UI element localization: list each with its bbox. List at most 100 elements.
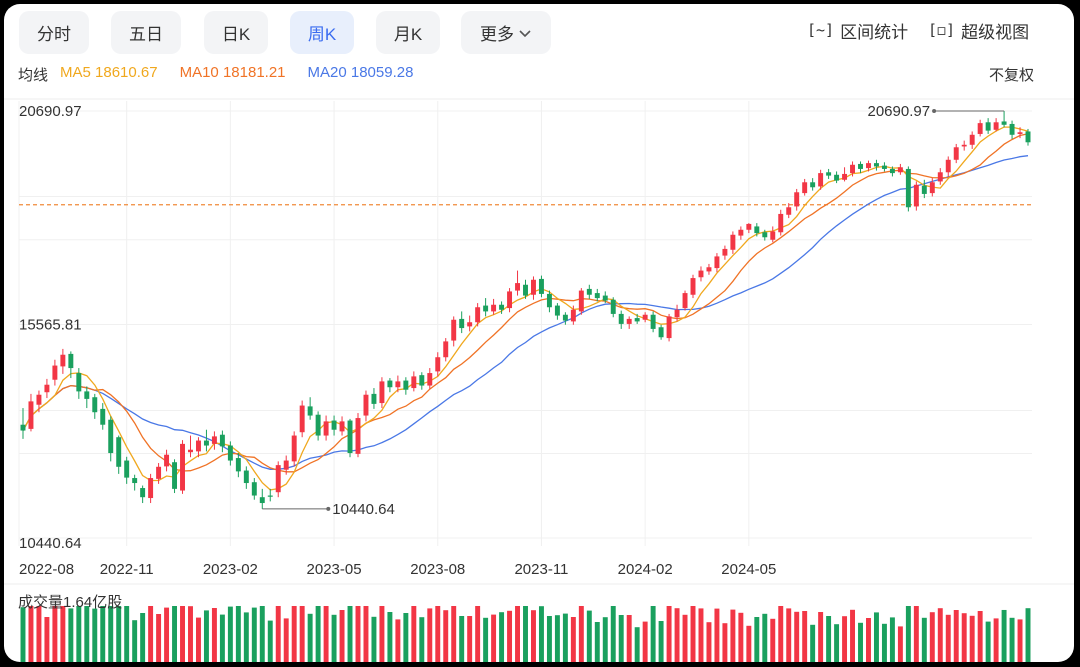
candle-body	[92, 397, 98, 413]
candle-body	[961, 144, 967, 147]
ma5-value: MA5 18610.67	[60, 64, 158, 81]
volume-bar	[698, 608, 704, 662]
candle-body	[1017, 132, 1023, 134]
volume-bar	[180, 606, 185, 662]
interval-stats-button[interactable]: [~] 区间统计	[807, 18, 908, 42]
candle-body	[802, 182, 808, 194]
candle-body	[76, 373, 82, 392]
candle-body	[921, 185, 927, 194]
candle-body	[873, 163, 879, 167]
candle-body	[227, 445, 233, 461]
x-tick-label: 2024-05	[721, 561, 776, 578]
volume-bar	[507, 610, 513, 662]
candle-body	[411, 376, 417, 389]
high-annotation-dot	[932, 109, 937, 113]
super-view-button[interactable]: [◻] 超级视图	[928, 18, 1029, 42]
tab-more[interactable]: 更多	[461, 11, 551, 54]
volume-bar	[1009, 617, 1015, 662]
candle-body	[953, 147, 959, 160]
candle-body	[52, 365, 58, 380]
candle-body	[1001, 121, 1007, 125]
candle-body	[116, 437, 122, 467]
volume-bar	[395, 619, 401, 662]
candle-body	[945, 159, 951, 173]
y-tick-label: 20690.97	[19, 103, 82, 120]
candle-body	[977, 123, 983, 134]
candle-body	[371, 393, 377, 404]
tab-daily-k[interactable]: 日K	[204, 11, 268, 54]
tab-weekly-k[interactable]: 周K	[290, 11, 354, 54]
candle-body	[929, 182, 935, 194]
super-view-label: 超级视图	[961, 22, 1030, 42]
candle-body	[100, 408, 106, 425]
volume-bar	[1025, 608, 1031, 662]
candle-body	[722, 248, 728, 256]
candle-body	[419, 375, 425, 386]
volume-bar	[842, 616, 848, 662]
tab-five-day[interactable]: 五日	[111, 11, 181, 54]
candle-body	[531, 279, 536, 295]
candle-body	[379, 381, 385, 404]
volume-bar	[690, 606, 696, 662]
volume-bar	[802, 611, 808, 662]
x-tick-label: 2022-08	[19, 561, 74, 578]
volume-bar	[52, 606, 58, 662]
candle-body	[28, 401, 34, 429]
candle-body	[44, 384, 50, 393]
interval-stats-label: 区间统计	[840, 22, 909, 42]
chart-panel: 分时 五日 日K 周K 月K 更多 [~] 区间统计 [◻] 超级视图 均线 M…	[4, 4, 1074, 662]
low-annotation-dot	[326, 506, 331, 511]
volume-bar	[411, 606, 417, 662]
volume-bar	[810, 624, 816, 662]
candle-body	[594, 293, 600, 299]
volume-bar	[299, 606, 305, 662]
candle-body	[156, 466, 162, 479]
y-tick-label: 10440.64	[19, 535, 82, 552]
ma10-line	[22, 133, 1029, 473]
volume-bar	[435, 606, 441, 662]
candle-body	[937, 172, 943, 182]
volume-bar	[738, 612, 744, 662]
volume-bar	[858, 622, 863, 662]
candle-body	[642, 314, 648, 320]
volume-bar	[363, 606, 369, 662]
candle-body	[826, 172, 832, 176]
volume-bar	[977, 611, 983, 662]
candle-body	[730, 234, 736, 250]
candle-body	[251, 482, 257, 496]
candle-body	[610, 299, 616, 314]
volume-label: 成交量1.64亿股	[18, 594, 123, 611]
candle-body	[259, 497, 265, 504]
candle-body	[387, 380, 393, 388]
tab-intraday[interactable]: 分时	[19, 11, 89, 54]
volume-bar	[562, 613, 568, 662]
candle-body	[475, 307, 481, 323]
candle-body	[307, 406, 313, 416]
volume-bar	[778, 606, 784, 662]
volume-bar	[834, 624, 840, 662]
ma10-value: MA10 18181.21	[179, 64, 286, 81]
candle-body	[985, 122, 991, 131]
x-tick-label: 2024-02	[618, 561, 673, 578]
tab-monthly-k[interactable]: 月K	[376, 11, 440, 54]
volume-bar	[459, 616, 465, 662]
candle-body	[850, 164, 856, 174]
ma20-line	[22, 155, 1029, 470]
volume-bar	[610, 606, 616, 662]
volume-bar	[658, 621, 664, 662]
candle-body	[562, 314, 568, 321]
candle-body	[132, 478, 138, 484]
candle-body	[491, 304, 497, 312]
volume-bar	[451, 606, 457, 662]
price-adjust-toggle[interactable]: 不复权	[988, 67, 1034, 84]
volume-bar	[921, 617, 927, 662]
volume-bar	[331, 614, 337, 662]
volume-bar	[467, 616, 473, 662]
volume-bar	[953, 610, 959, 662]
candle-body	[331, 420, 337, 430]
candle-body	[586, 288, 592, 295]
candle-body	[762, 232, 768, 238]
candlestick-chart[interactable]: 2022-08 2022-11 2023-02 2023-05 2023-08 2023-…	[4, 4, 1074, 662]
candle-body	[172, 462, 178, 489]
candle-body	[148, 478, 154, 499]
